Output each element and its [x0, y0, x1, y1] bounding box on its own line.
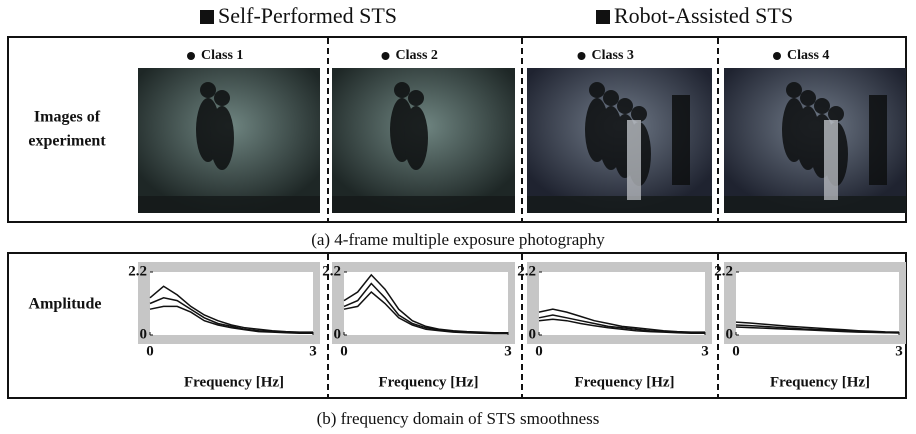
figure-head [800, 90, 816, 106]
y-tick-label: 0 [334, 326, 342, 342]
legend-swatch [596, 10, 610, 24]
x-tick-label: 0 [732, 343, 740, 359]
class-label: Class 4 [787, 48, 829, 63]
figure-head [394, 82, 410, 98]
x-tick-label: 0 [535, 343, 543, 359]
floor [332, 196, 515, 213]
figure-head [631, 106, 647, 122]
x-axis-label: Frequency [Hz] [184, 374, 284, 390]
x-tick-label: 3 [504, 343, 512, 359]
y-tick-label: 2.2 [322, 263, 341, 279]
floor [527, 196, 712, 213]
class-label: Class 3 [592, 48, 634, 63]
row-label: experiment [28, 133, 106, 150]
figure-head [828, 106, 844, 122]
figure-head [408, 90, 424, 106]
bullet [578, 52, 586, 60]
bullet [187, 52, 195, 60]
x-tick-label: 0 [340, 343, 348, 359]
bullet [773, 52, 781, 60]
x-axis-label: Frequency [Hz] [378, 374, 478, 390]
caption: (a) 4-frame multiple exposure photograph… [311, 230, 605, 249]
figure-head [814, 98, 830, 114]
figure: Self-Performed STS Robot-Assisted STS Im… [0, 0, 916, 434]
x-tick-label: 3 [309, 343, 317, 359]
plot-area [344, 272, 508, 335]
figure-head [603, 90, 619, 106]
x-axis-label: Frequency [Hz] [574, 374, 674, 390]
x-tick-label: 0 [146, 343, 154, 359]
figure-head [214, 90, 230, 106]
legend-label: Self-Performed STS [218, 3, 397, 28]
robot [627, 120, 641, 200]
row-label: Amplitude [29, 296, 102, 313]
figure [404, 106, 428, 170]
legend-label: Robot-Assisted STS [614, 3, 793, 28]
plot-area [539, 272, 705, 335]
figure-head [200, 82, 216, 98]
class-label: Class 1 [201, 48, 243, 63]
y-tick-label: 2.2 [714, 263, 733, 279]
robot [824, 120, 838, 200]
x-axis-label: Frequency [Hz] [770, 374, 870, 390]
figure-head [786, 82, 802, 98]
floor [138, 196, 320, 213]
y-tick-label: 0 [529, 326, 537, 342]
person [869, 95, 887, 185]
figure-head [589, 82, 605, 98]
legend-swatch [200, 10, 214, 24]
person [672, 95, 690, 185]
figure [210, 106, 234, 170]
figure-head [617, 98, 633, 114]
class-label: Class 2 [396, 48, 438, 63]
caption: (b) frequency domain of STS smoothness [317, 409, 600, 428]
y-tick-label: 0 [726, 326, 734, 342]
bullet [382, 52, 390, 60]
y-tick-label: 2.2 [128, 263, 147, 279]
floor [724, 196, 906, 213]
y-tick-label: 0 [140, 326, 148, 342]
row-label: Images of [34, 109, 101, 126]
x-tick-label: 3 [701, 343, 709, 359]
x-tick-label: 3 [895, 343, 903, 359]
y-tick-label: 2.2 [517, 263, 536, 279]
